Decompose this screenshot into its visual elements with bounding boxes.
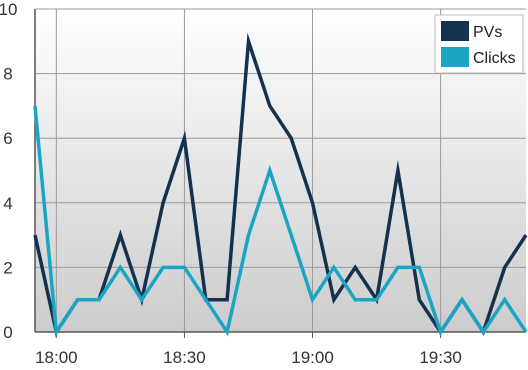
legend-swatch-pvs xyxy=(441,21,469,41)
series-lines xyxy=(33,32,528,338)
legend-swatch-clicks xyxy=(441,47,469,67)
x-tick-label: 19:00 xyxy=(291,348,334,367)
y-tick-label: 10 xyxy=(0,0,17,19)
y-tick-label: 6 xyxy=(3,129,12,148)
y-tick-label: 0 xyxy=(3,323,12,342)
x-tick-label: 18:30 xyxy=(163,348,206,367)
legend-label-pvs: PVs xyxy=(473,24,502,41)
y-tick-label: 4 xyxy=(3,194,12,213)
x-tick-label: 18:00 xyxy=(35,348,78,367)
legend-label-clicks: Clicks xyxy=(473,50,516,67)
x-tick-label: 19:30 xyxy=(419,348,462,367)
legend: PVs Clicks xyxy=(434,14,524,74)
y-tick-label: 2 xyxy=(3,258,12,277)
y-tick-label: 8 xyxy=(3,65,12,84)
series-line-clicks xyxy=(33,105,528,338)
